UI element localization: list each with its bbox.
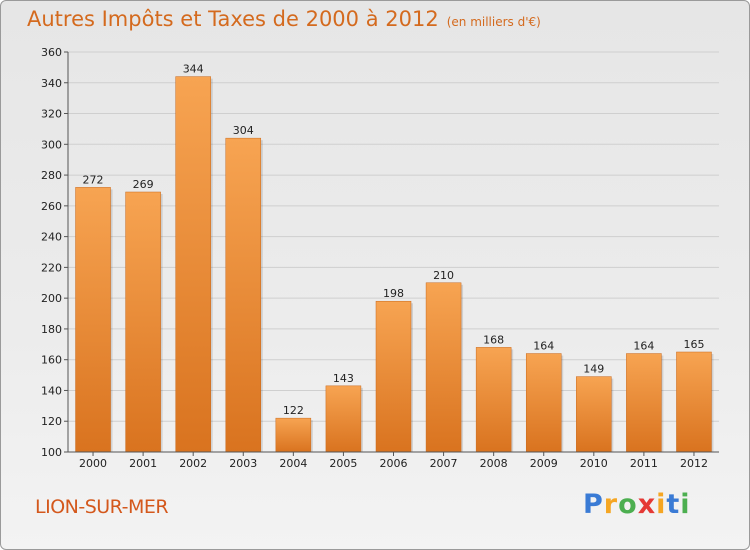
y-tick-label: 160	[41, 354, 62, 367]
bar	[275, 417, 312, 453]
y-tick-label: 200	[41, 292, 62, 305]
bar	[225, 137, 262, 453]
x-tick-label: 2006	[380, 457, 408, 470]
city-name: LION-SUR-MER	[35, 496, 169, 518]
bar	[576, 376, 612, 453]
data-label: 149	[583, 363, 604, 376]
y-tick-label: 180	[41, 323, 62, 336]
bar	[475, 347, 512, 453]
proxiti-logo[interactable]: Proxiti	[583, 489, 691, 520]
y-tick-label: 320	[41, 108, 62, 121]
data-label: 164	[633, 340, 654, 353]
y-tick-label: 280	[41, 169, 62, 182]
logo-letter: i	[680, 489, 691, 520]
x-tick-label: 2010	[580, 457, 608, 470]
logo-letter: i	[656, 489, 667, 520]
y-tick-label: 100	[41, 446, 62, 459]
bar	[75, 187, 111, 453]
data-label: 272	[83, 173, 104, 186]
data-label: 344	[183, 63, 204, 76]
logo-letter: t	[666, 489, 681, 520]
y-tick-label: 360	[41, 46, 62, 59]
x-tick-label: 2009	[530, 457, 558, 470]
data-label: 168	[483, 333, 504, 346]
y-tick-label: 240	[41, 231, 62, 244]
logo-letter: o	[618, 489, 638, 520]
x-tick-label: 2003	[229, 457, 257, 470]
chart-title-text: Autres Impôts et Taxes de 2000 à 2012	[27, 7, 439, 31]
bar	[175, 76, 211, 453]
chart-title: Autres Impôts et Taxes de 2000 à 2012 (en…	[27, 7, 541, 31]
x-tick-label: 2004	[279, 457, 307, 470]
x-tick-label: 2012	[680, 457, 708, 470]
bar	[676, 351, 712, 453]
data-label: 210	[433, 269, 454, 282]
bar	[525, 353, 562, 453]
labels-group: 100 120 140 160 180 200 220 240 260 280 300 320 340 3…	[41, 46, 708, 470]
bar	[425, 282, 462, 453]
x-tick-label: 2002	[179, 457, 207, 470]
logo-letter: x	[637, 489, 657, 520]
data-label: 165	[683, 338, 704, 351]
bar	[375, 300, 412, 453]
axes	[64, 51, 719, 456]
y-tick-label: 300	[41, 138, 62, 151]
data-label: 304	[233, 124, 254, 137]
chart-subtitle: (en milliers d'€)	[446, 15, 541, 29]
bar	[325, 385, 362, 453]
data-label: 164	[533, 340, 554, 353]
y-tick-label: 140	[41, 384, 62, 397]
bar	[626, 353, 662, 453]
logo-letter: P	[583, 489, 604, 520]
data-label: 143	[333, 372, 354, 385]
x-tick-label: 2011	[630, 457, 658, 470]
data-label: 122	[283, 404, 304, 417]
y-tick-label: 340	[41, 77, 62, 90]
y-tick-label: 120	[41, 415, 62, 428]
y-tick-label: 220	[41, 261, 62, 274]
data-label: 269	[133, 178, 154, 191]
x-tick-label: 2007	[430, 457, 458, 470]
bars-group	[75, 76, 714, 453]
x-tick-label: 2000	[79, 457, 107, 470]
x-tick-label: 2001	[129, 457, 157, 470]
data-label: 198	[383, 287, 404, 300]
bar	[125, 191, 161, 453]
y-tick-label: 260	[41, 200, 62, 213]
x-tick-label: 2005	[329, 457, 357, 470]
logo-letter: r	[603, 489, 619, 520]
x-tick-label: 2008	[480, 457, 508, 470]
